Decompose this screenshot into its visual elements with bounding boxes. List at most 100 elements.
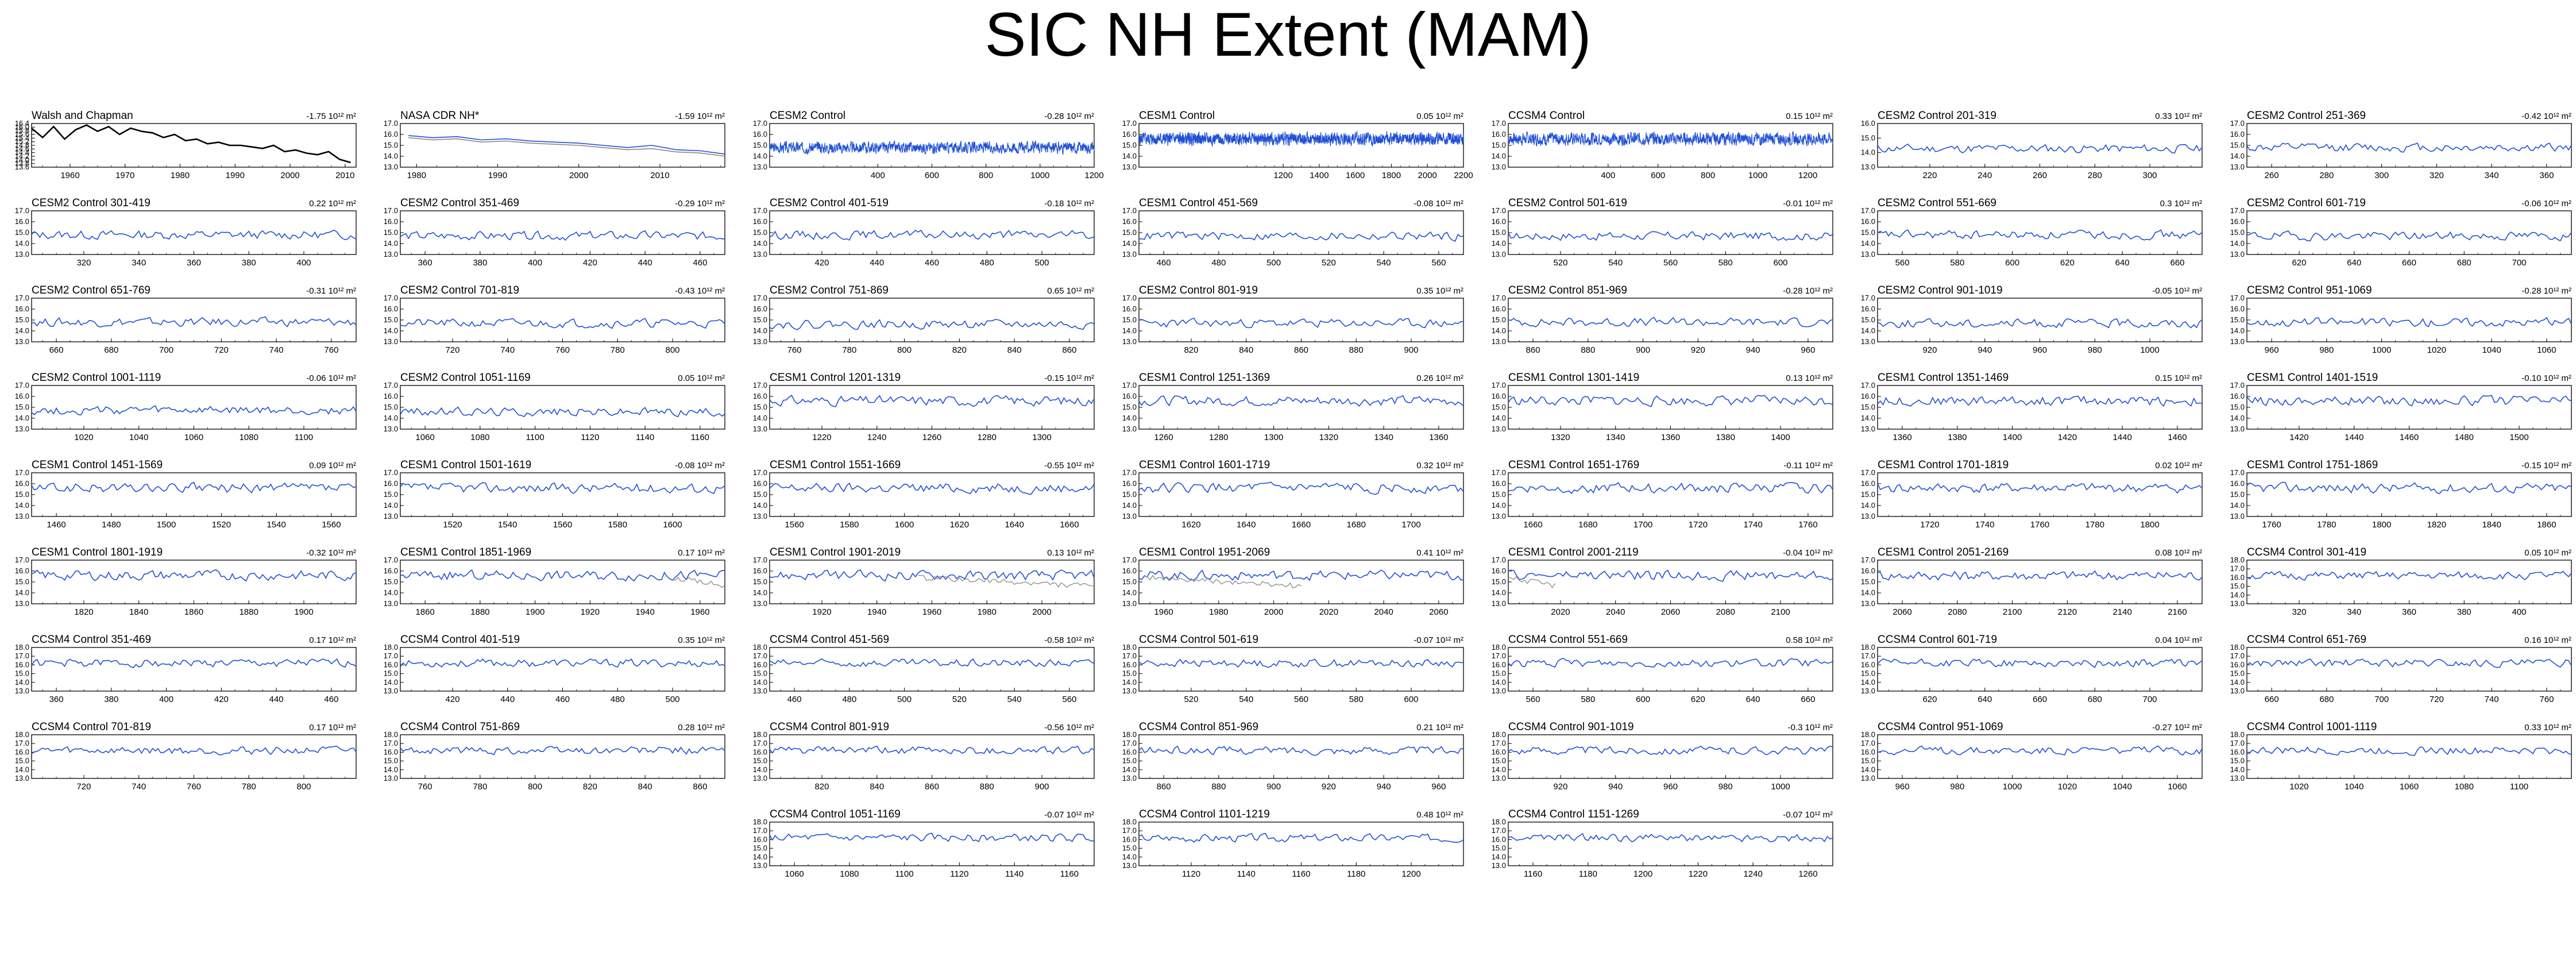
x-tick-label: 660 bbox=[2170, 258, 2184, 268]
y-tick-label: 16.0 bbox=[1122, 479, 1137, 488]
panel-frame bbox=[2246, 734, 2572, 779]
y-tick-label: 15.0 bbox=[753, 490, 767, 499]
y-tick-label: 14.0 bbox=[1492, 501, 1506, 510]
y-tick-label: 16.0 bbox=[1122, 566, 1137, 575]
y-tick-label: 13.0 bbox=[1492, 337, 1506, 346]
x-tick-label: 540 bbox=[1239, 695, 1253, 704]
x-tick-label: 1880 bbox=[470, 607, 489, 617]
panel-title: CESM1 Control 1501-1619 bbox=[400, 459, 531, 471]
y-tick-label: 14.0 bbox=[1122, 765, 1137, 774]
y-tick-label: 15.0 bbox=[1492, 490, 1506, 499]
x-tick-label: 1580 bbox=[840, 520, 859, 530]
panel-trend: 0.32 10¹² m² bbox=[1416, 461, 1463, 470]
y-tick-label: 15.0 bbox=[1122, 757, 1137, 765]
x-tick-label: 1600 bbox=[1346, 171, 1365, 180]
y-tick-label: 16.0 bbox=[2230, 304, 2245, 313]
y-tick-label: 17.0 bbox=[2230, 119, 2245, 128]
y-tick-label: 14.0 bbox=[1492, 326, 1506, 335]
series-line bbox=[1508, 317, 1833, 327]
x-tick-label: 2120 bbox=[2058, 607, 2077, 617]
x-tick-label: 1800 bbox=[2140, 520, 2159, 530]
x-tick-label: 1560 bbox=[553, 520, 572, 530]
x-tick-label: 760 bbox=[555, 345, 570, 355]
panel-frame bbox=[1138, 822, 1464, 866]
y-tick-label: 13.0 bbox=[1492, 687, 1506, 695]
panel-title: CESM1 Control 1701-1819 bbox=[1878, 459, 2009, 471]
y-tick-label: 13.0 bbox=[1122, 425, 1137, 433]
overlay-line bbox=[408, 137, 725, 157]
y-tick-label: 15.0 bbox=[15, 228, 29, 237]
y-tick-label: 13.0 bbox=[384, 250, 398, 259]
y-tick-label: 13.0 bbox=[384, 512, 398, 520]
x-tick-label: 460 bbox=[925, 258, 939, 268]
x-tick-label: 460 bbox=[1157, 258, 1171, 268]
y-tick-label: 16.0 bbox=[2230, 130, 2245, 138]
panel-frame bbox=[400, 647, 725, 692]
x-tick-label: 1120 bbox=[581, 433, 599, 442]
x-tick-label: 420 bbox=[814, 258, 829, 268]
y-tick-label: 15.2 bbox=[15, 137, 29, 146]
y-tick-label: 16.0 bbox=[1492, 479, 1506, 488]
x-tick-label: 1680 bbox=[1578, 520, 1597, 530]
x-tick-label: 1180 bbox=[1579, 869, 1597, 879]
y-tick-label: 15.0 bbox=[753, 228, 767, 237]
x-tick-label: 2060 bbox=[1429, 607, 1448, 617]
x-tick-label: 1020 bbox=[2289, 782, 2308, 792]
x-tick-label: 580 bbox=[1349, 695, 1364, 704]
y-tick-label: 17.0 bbox=[15, 651, 29, 660]
y-tick-label: 14.0 bbox=[1492, 765, 1506, 774]
x-tick-label: 520 bbox=[952, 695, 967, 704]
y-tick-label: 17.0 bbox=[2230, 294, 2245, 302]
y-tick-label: 16.0 bbox=[1861, 217, 1875, 226]
x-tick-label: 1680 bbox=[1347, 520, 1366, 530]
y-tick-label: 16.0 bbox=[753, 479, 767, 488]
y-tick-label: 16.0 bbox=[1122, 747, 1137, 756]
panel-trend: 0.21 10¹² m² bbox=[1416, 723, 1463, 732]
x-tick-label: 1320 bbox=[1319, 433, 1338, 442]
panel-title: Walsh and Chapman bbox=[32, 110, 133, 122]
y-tick-label: 14.0 bbox=[2230, 326, 2245, 335]
series-line bbox=[2246, 570, 2572, 581]
panel-trend: 0.33 10¹² m² bbox=[2524, 723, 2571, 732]
x-tick-label: 2020 bbox=[1551, 607, 1570, 617]
y-tick-label: 16.0 bbox=[1122, 392, 1137, 400]
x-tick-label: 1620 bbox=[1181, 520, 1200, 530]
x-tick-label: 1220 bbox=[812, 433, 831, 442]
x-tick-label: 940 bbox=[1978, 345, 1992, 355]
x-tick-label: 1840 bbox=[2482, 520, 2501, 530]
y-tick-label: 16.0 bbox=[2230, 217, 2245, 226]
y-tick-label: 13.0 bbox=[15, 599, 29, 608]
x-tick-label: 1980 bbox=[1209, 607, 1228, 617]
x-tick-label: 1000 bbox=[2140, 345, 2159, 355]
y-tick-label: 13.0 bbox=[384, 599, 398, 608]
x-tick-label: 1040 bbox=[2482, 345, 2501, 355]
y-tick-label: 16.0 bbox=[1492, 217, 1506, 226]
y-tick-label: 16.0 bbox=[384, 130, 398, 138]
series-line bbox=[31, 405, 357, 416]
x-tick-label: 680 bbox=[2457, 258, 2471, 268]
x-tick-label: 1060 bbox=[2537, 345, 2556, 355]
panel-trend: -0.15 10¹² m² bbox=[2521, 461, 2571, 470]
panel-frame bbox=[1508, 734, 1833, 779]
series-line bbox=[1508, 745, 1833, 755]
x-tick-label: 540 bbox=[1007, 695, 1022, 704]
x-tick-label: 480 bbox=[611, 695, 625, 704]
x-tick-label: 1300 bbox=[1264, 433, 1283, 442]
y-tick-label: 15.0 bbox=[1492, 844, 1506, 853]
y-tick-label: 13.0 bbox=[2230, 774, 2245, 782]
x-tick-label: 1520 bbox=[443, 520, 462, 530]
panel-trend: 0.04 10¹² m² bbox=[2155, 635, 2202, 645]
x-tick-label: 660 bbox=[2402, 258, 2416, 268]
panel-trend: 0.08 10¹² m² bbox=[2155, 548, 2202, 558]
x-tick-label: 680 bbox=[2088, 695, 2102, 704]
x-tick-label: 680 bbox=[104, 345, 118, 355]
y-tick-label: 15.0 bbox=[1861, 669, 1875, 678]
y-tick-label: 14.0 bbox=[15, 678, 29, 687]
y-tick-label: 14.0 bbox=[1861, 239, 1875, 248]
y-tick-label: 15.0 bbox=[1122, 141, 1137, 149]
panel-frame bbox=[769, 210, 1095, 255]
x-tick-label: 440 bbox=[269, 695, 284, 704]
y-tick-label: 13.0 bbox=[1861, 774, 1875, 782]
y-tick-label: 17.0 bbox=[15, 381, 29, 389]
y-tick-label: 13.0 bbox=[384, 687, 398, 695]
